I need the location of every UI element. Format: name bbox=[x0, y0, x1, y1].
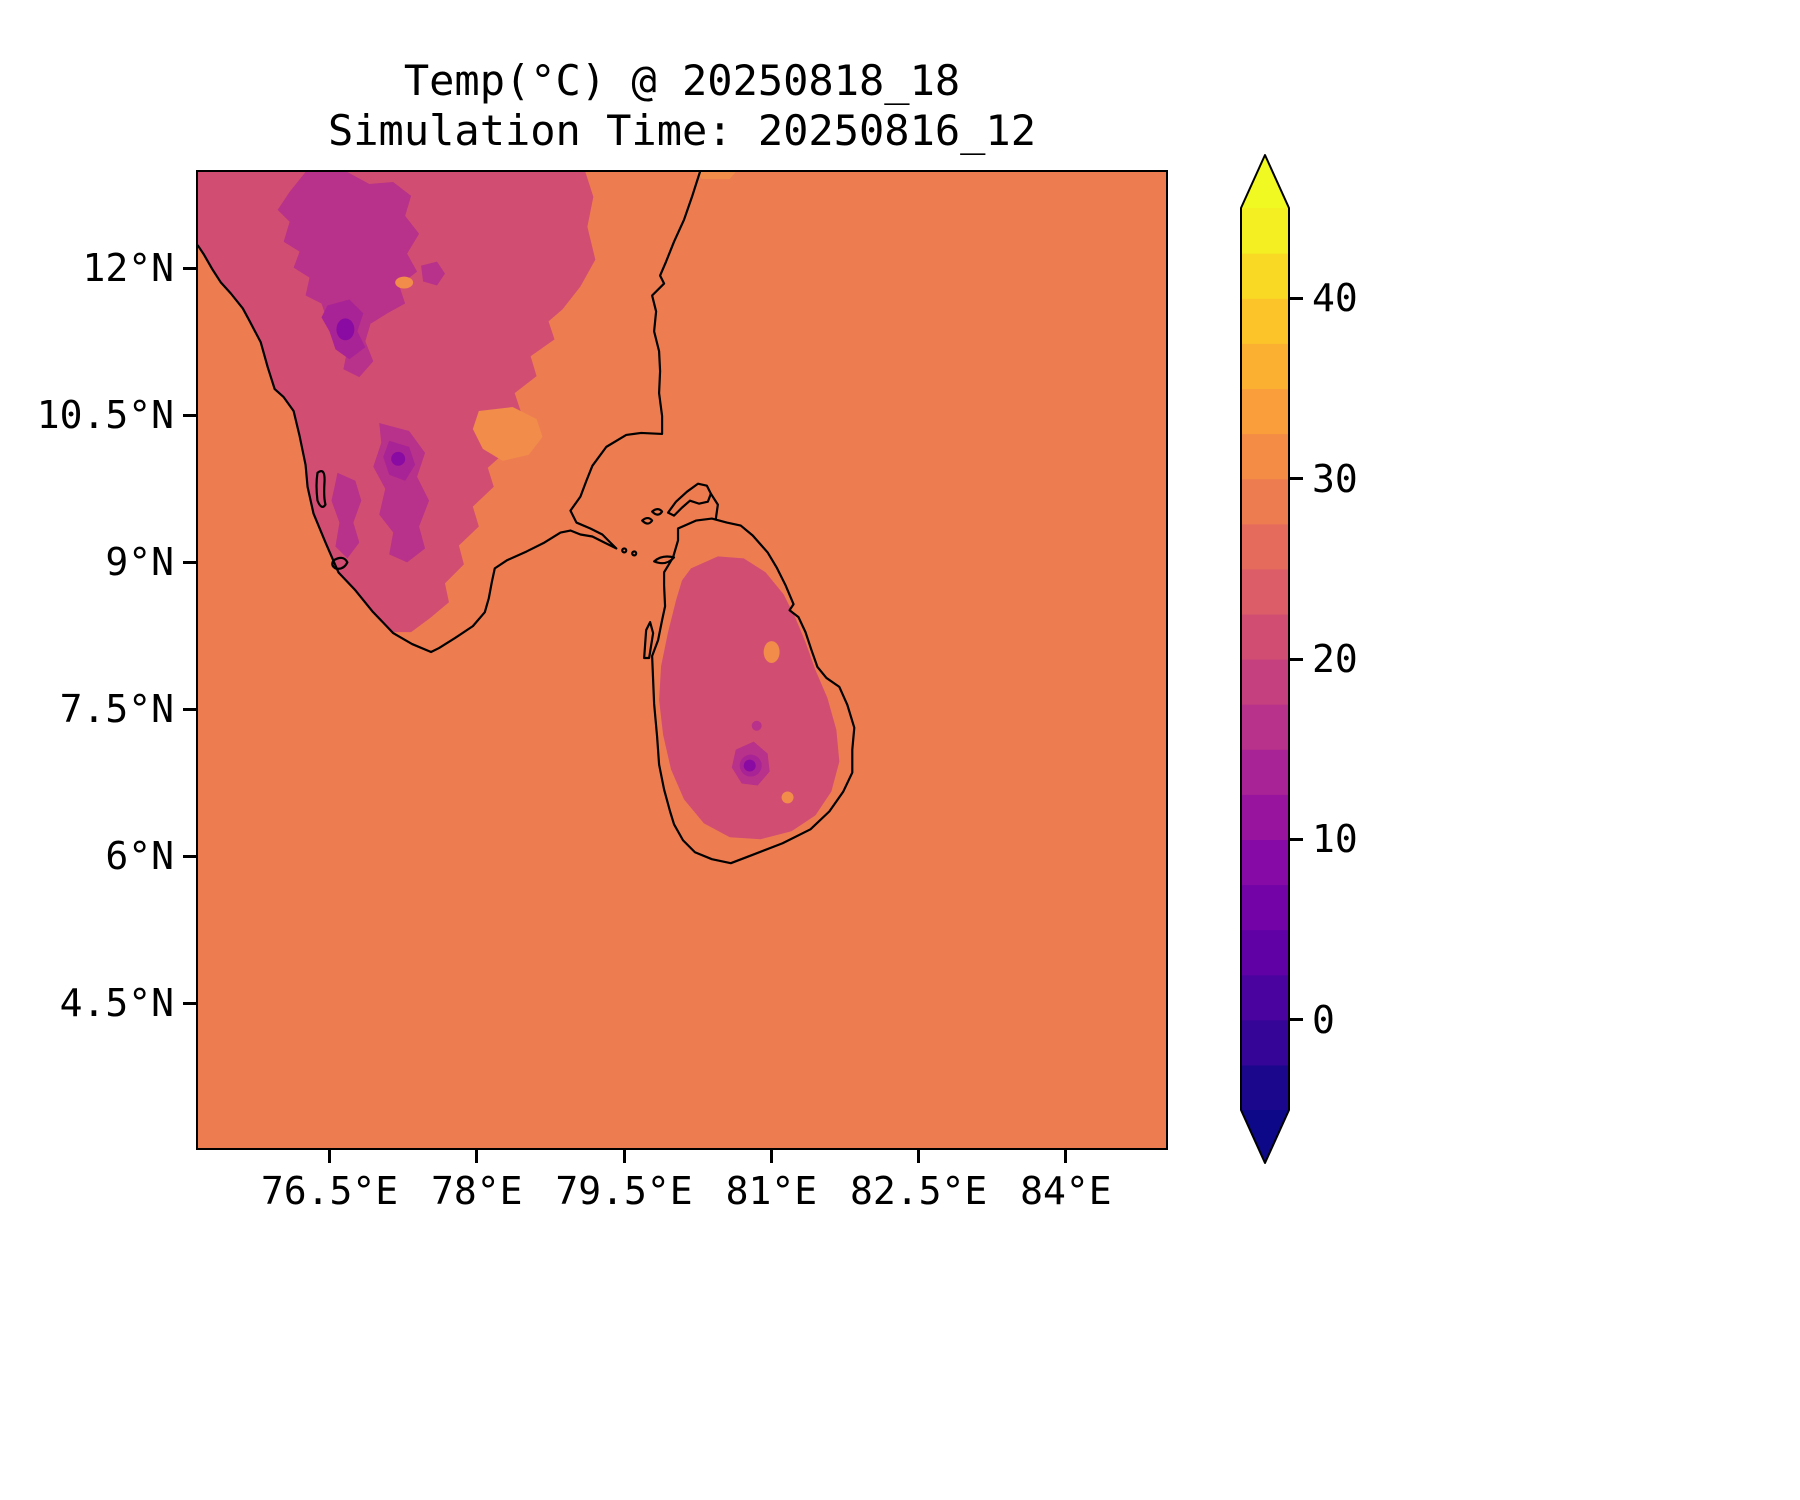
x-tick-label: 78°E bbox=[431, 1169, 523, 1213]
contour-small-purple-patch bbox=[421, 261, 445, 286]
y-tick-label: 6°N bbox=[105, 834, 174, 878]
coastline-india bbox=[198, 172, 702, 654]
contour-top-warm-sliver bbox=[695, 172, 736, 179]
x-tick-mark bbox=[328, 1150, 332, 1163]
colorbar-tick-label: 30 bbox=[1312, 456, 1358, 501]
x-tick-mark bbox=[917, 1150, 921, 1163]
contour-karnataka-highland bbox=[277, 172, 420, 330]
x-tick-label: 76.5°E bbox=[260, 1169, 399, 1213]
colorbar-bands bbox=[1241, 208, 1289, 1111]
colorbar-outline bbox=[1240, 154, 1290, 1164]
colorbar-tick-mark bbox=[1290, 296, 1303, 300]
contour-india-land-band bbox=[198, 172, 596, 633]
coastline-kerala-lake-2 bbox=[331, 556, 349, 570]
x-tick-label: 82.5°E bbox=[849, 1169, 988, 1213]
coastline-islet-2 bbox=[631, 550, 638, 557]
colorbar-tick-label: 10 bbox=[1312, 817, 1358, 862]
coastline-jaffna-island-2 bbox=[641, 516, 654, 525]
colorbar-extend-over bbox=[1241, 155, 1289, 208]
colorbar bbox=[1240, 154, 1290, 1164]
colorbar-band bbox=[1241, 704, 1289, 750]
colorbar-extend-under bbox=[1241, 1110, 1289, 1163]
y-tick-label: 10.5°N bbox=[36, 393, 174, 437]
colorbar-band bbox=[1241, 839, 1289, 886]
colorbar-tick-mark bbox=[1290, 657, 1303, 661]
colorbar-band bbox=[1241, 659, 1289, 705]
y-tick-mark bbox=[183, 413, 196, 417]
colorbar-band bbox=[1241, 253, 1289, 299]
coastline-jaffna-island-1 bbox=[651, 508, 664, 516]
colorbar-band bbox=[1241, 929, 1289, 976]
chart-subtitle: Simulation Time: 20250816_12 bbox=[327, 106, 1036, 155]
colorbar-band bbox=[1241, 568, 1289, 615]
plot-area bbox=[196, 170, 1168, 1150]
contour-kerala-strip bbox=[331, 472, 362, 559]
colorbar-band bbox=[1241, 478, 1289, 525]
x-tick-mark bbox=[622, 1150, 626, 1163]
colorbar-band bbox=[1241, 749, 1289, 795]
colorbar-band bbox=[1241, 433, 1289, 480]
y-tick-mark bbox=[183, 560, 196, 564]
coastline-elephant-pass bbox=[709, 492, 719, 520]
x-tick-label: 81°E bbox=[725, 1169, 818, 1213]
coastline-islet-1 bbox=[621, 547, 628, 554]
colorbar-tick-label: 0 bbox=[1312, 997, 1335, 1042]
x-tick-mark bbox=[1064, 1150, 1068, 1163]
y-tick-label: 12°N bbox=[82, 246, 174, 290]
colorbar-band bbox=[1241, 974, 1289, 1021]
contour-warm-spot-srilanka-2 bbox=[781, 791, 794, 804]
colorbar-band bbox=[1241, 298, 1289, 344]
colorbar-band bbox=[1241, 523, 1289, 570]
coastlines bbox=[198, 172, 856, 865]
colorbar-band bbox=[1241, 208, 1289, 254]
colorbar-band bbox=[1241, 343, 1289, 389]
colorbar-tick-mark bbox=[1290, 837, 1303, 841]
y-tick-label: 4.5°N bbox=[59, 981, 174, 1025]
contour-warm-spot-india bbox=[395, 276, 414, 289]
x-tick-mark bbox=[769, 1150, 773, 1163]
colorbar-tick-mark bbox=[1290, 477, 1303, 481]
y-tick-mark bbox=[183, 854, 196, 858]
y-tick-mark bbox=[183, 266, 196, 270]
y-tick-label: 7.5°N bbox=[59, 687, 174, 731]
coastline-srilanka bbox=[651, 517, 856, 865]
x-tick-label: 79.5°E bbox=[555, 1169, 693, 1213]
coastline-jaffna bbox=[666, 482, 712, 517]
colorbar-band bbox=[1241, 884, 1289, 931]
y-tick-mark bbox=[183, 1001, 196, 1005]
coastline-kerala-lake-1 bbox=[315, 470, 327, 508]
contour-warm-gap bbox=[472, 407, 543, 461]
colorbar-band bbox=[1241, 388, 1289, 435]
y-tick-mark bbox=[183, 707, 196, 711]
contour-srilanka-land-band bbox=[659, 556, 840, 840]
contour-srilanka-dot bbox=[751, 720, 762, 731]
colorbar-band bbox=[1241, 794, 1289, 840]
contour-srilanka-core bbox=[743, 759, 756, 772]
coastline-kalpitiya bbox=[643, 621, 655, 660]
contour-palani-core bbox=[391, 451, 406, 466]
colorbar-band bbox=[1241, 613, 1289, 660]
chart-title: Temp(°C) @ 20250818_18 bbox=[403, 56, 961, 105]
colorbar-band bbox=[1241, 1064, 1289, 1111]
contour-highland-core bbox=[336, 318, 355, 341]
colorbar-band bbox=[1241, 1019, 1289, 1066]
colorbar-tick-mark bbox=[1290, 1018, 1303, 1022]
x-tick-label: 84°E bbox=[1020, 1169, 1112, 1213]
y-tick-label: 9°N bbox=[105, 540, 174, 584]
x-tick-mark bbox=[475, 1150, 479, 1163]
map bbox=[198, 172, 1166, 1148]
colorbar-tick-label: 40 bbox=[1312, 276, 1358, 321]
colorbar-tick-label: 20 bbox=[1312, 637, 1358, 681]
contour-warm-spot-srilanka-1 bbox=[763, 641, 780, 663]
